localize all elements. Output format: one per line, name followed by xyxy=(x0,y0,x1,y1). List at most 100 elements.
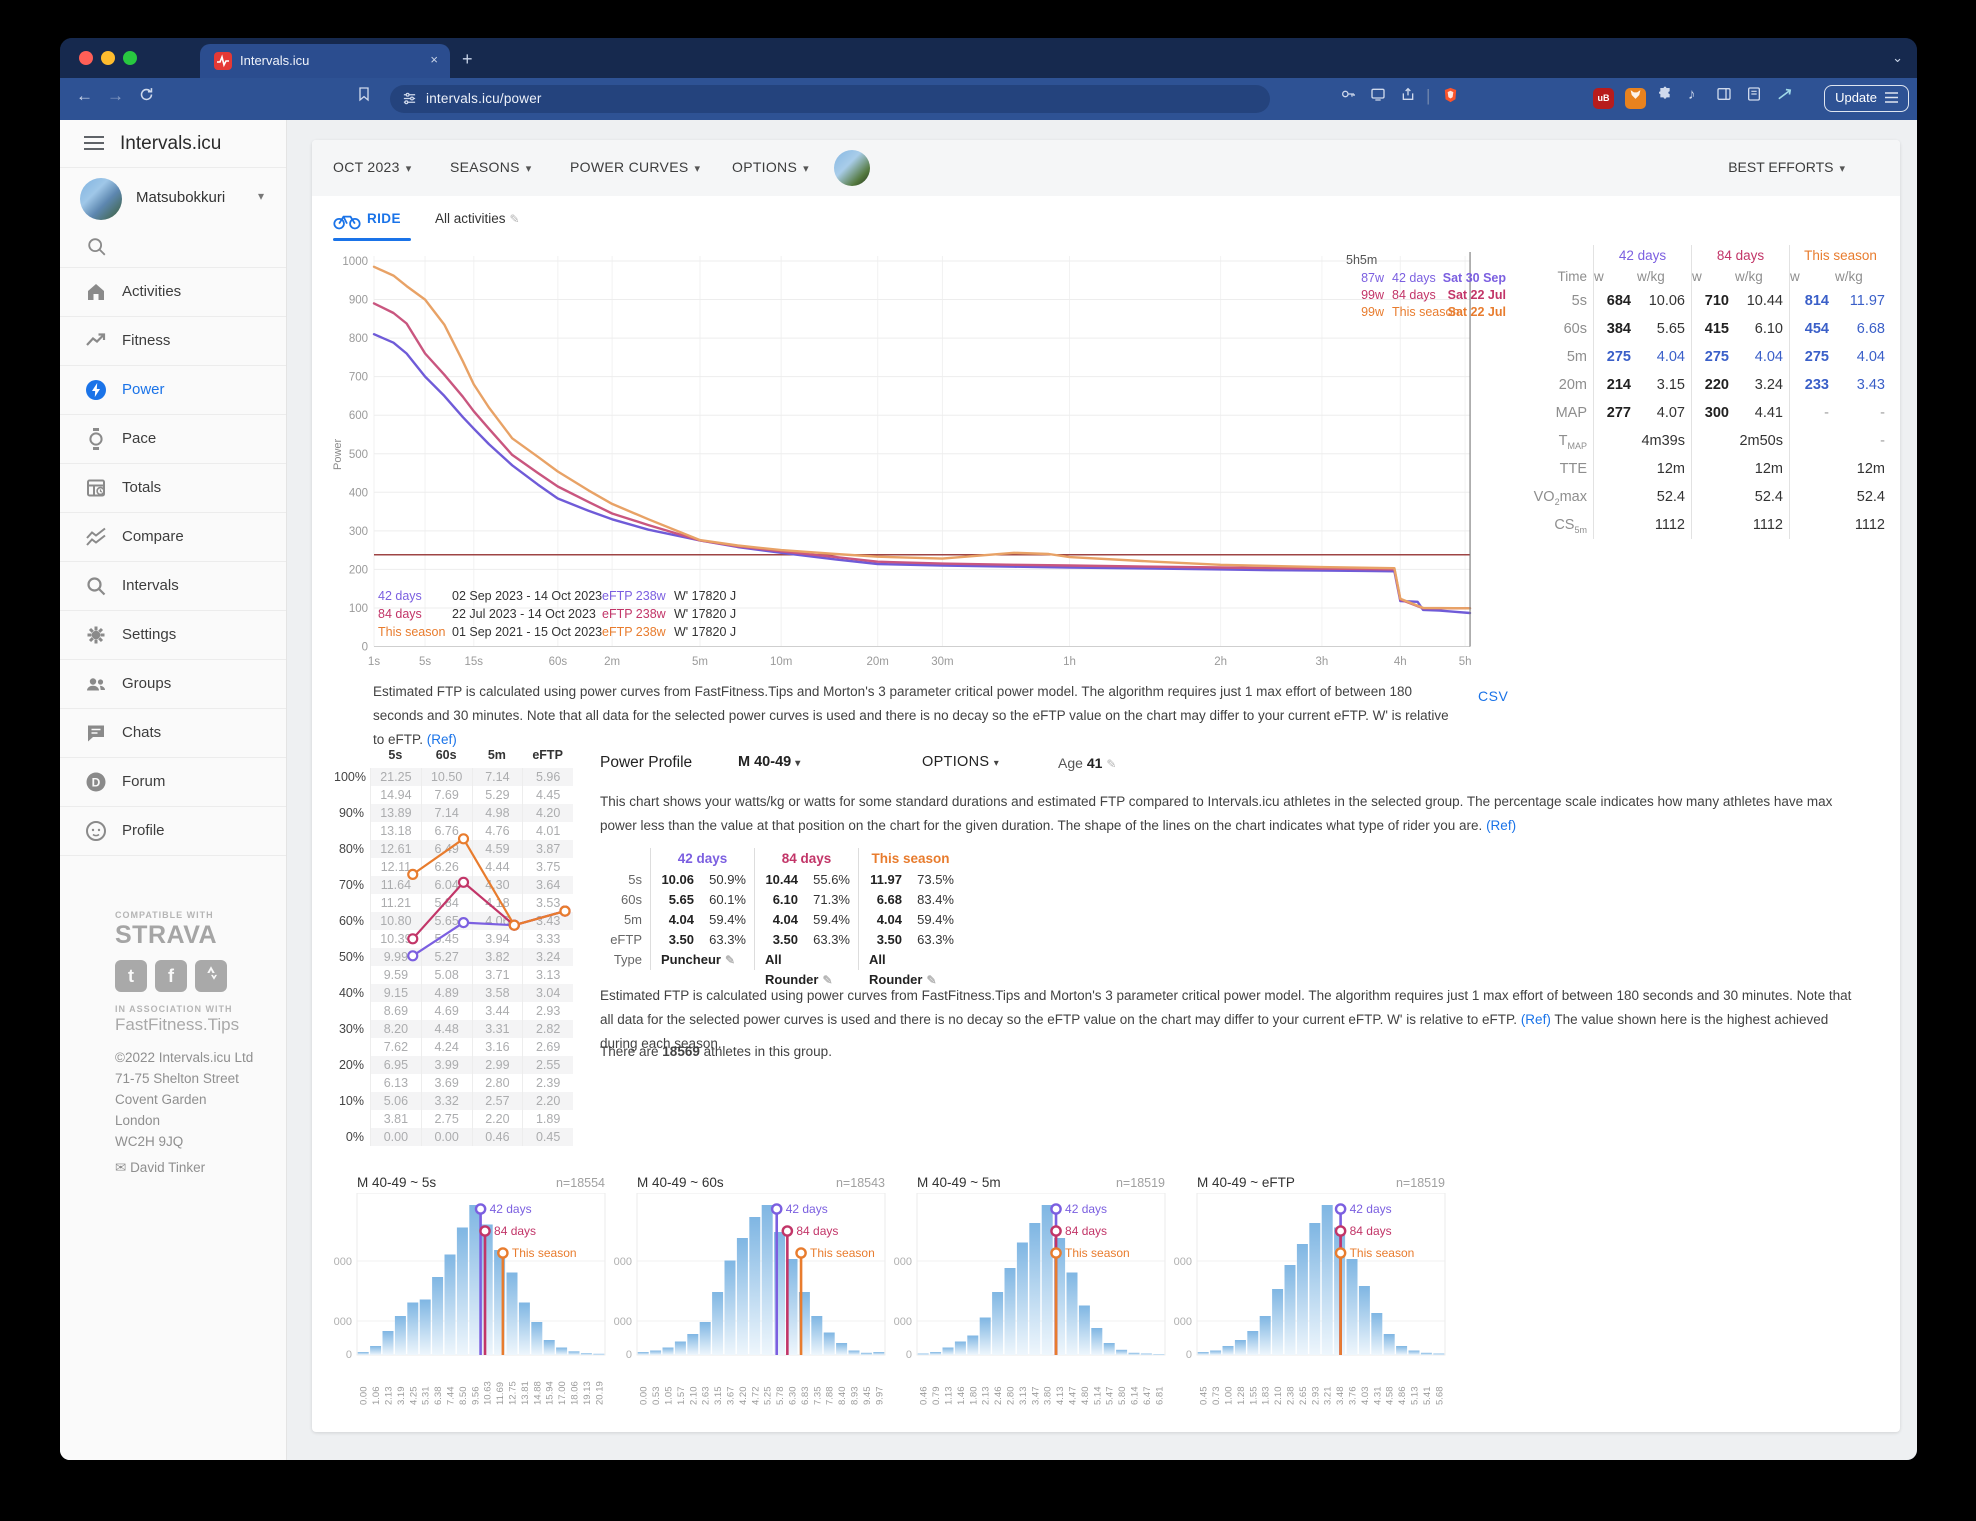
pp-value: 4.69 xyxy=(421,1002,472,1020)
profile-options-menu[interactable]: OPTIONS ▾ xyxy=(922,754,999,770)
svg-text:9.56: 9.56 xyxy=(470,1387,481,1406)
sidebar-item-totals[interactable]: Totals xyxy=(60,464,286,513)
stats-cell xyxy=(1789,511,1835,539)
new-tab-button[interactable]: + xyxy=(462,50,473,68)
pp-value: 3.24 xyxy=(522,948,573,966)
menu-seasons[interactable]: SEASONS▾ xyxy=(450,159,532,175)
power-curve-chart[interactable]: 01002003004005006007008009001000Power1s5… xyxy=(330,240,1530,676)
sidebar-item-forum[interactable]: DForum xyxy=(60,758,286,807)
twitter-icon[interactable]: t xyxy=(115,960,147,992)
stats-cell xyxy=(1593,455,1637,483)
browser-tab[interactable]: Intervals.icu × xyxy=(200,44,450,78)
menu-date-range[interactable]: OCT 2023▾ xyxy=(333,159,412,175)
pp-value: 12.11 xyxy=(370,858,421,876)
svg-text:1.00: 1.00 xyxy=(1224,1387,1235,1406)
edit-pencil-icon[interactable]: ✎ xyxy=(725,953,735,967)
svg-text:4.58: 4.58 xyxy=(1385,1387,1396,1406)
pp-value: 4.76 xyxy=(472,822,523,840)
pp-percentile-label: 10% xyxy=(334,1092,364,1110)
stats-cell xyxy=(1593,511,1637,539)
compare-value: 6.68 xyxy=(858,890,910,910)
fox-extension-icon[interactable] xyxy=(1625,88,1646,109)
svg-text:1.28: 1.28 xyxy=(1236,1387,1247,1406)
menubar-avatar[interactable] xyxy=(834,150,870,186)
sidebar-item-fitness[interactable]: Fitness xyxy=(60,317,286,366)
sidebar-item-groups[interactable]: Groups xyxy=(60,660,286,709)
tab-search-chevron-icon[interactable]: ⌄ xyxy=(1892,50,1903,66)
age-field[interactable]: Age 41✎ xyxy=(1058,755,1116,771)
facebook-icon[interactable]: f xyxy=(155,960,187,992)
workspace-spark-icon[interactable] xyxy=(1776,86,1793,108)
stats-cell: 10.44 xyxy=(1735,287,1789,315)
tab-close-icon[interactable]: × xyxy=(430,52,438,67)
close-window-button[interactable] xyxy=(79,51,93,65)
sidebar-item-settings[interactable]: Settings xyxy=(60,611,286,660)
chat-icon xyxy=(84,721,108,745)
sidebar-item-power[interactable]: Power xyxy=(60,366,286,415)
strava-icon[interactable] xyxy=(195,960,227,992)
menu-options[interactable]: OPTIONS▾ xyxy=(732,159,809,175)
ublock-extension-icon[interactable]: uB xyxy=(1593,88,1614,109)
svg-text:This season: This season xyxy=(378,625,445,639)
update-button[interactable]: Update xyxy=(1824,85,1909,112)
svg-text:4.47: 4.47 xyxy=(1068,1387,1079,1406)
best-efforts-table: 42 days84 daysThis seasonTimeww/kgww/kgw… xyxy=(1531,245,1891,539)
edit-pencil-icon[interactable]: ✎ xyxy=(510,212,520,226)
zoom-window-button[interactable] xyxy=(123,51,137,65)
bookmark-icon[interactable] xyxy=(356,86,372,107)
svg-text:13.81: 13.81 xyxy=(520,1381,531,1405)
menu-power-curves[interactable]: POWER CURVES▾ xyxy=(570,159,700,175)
compare-percentile: 59.4% xyxy=(806,910,858,930)
svg-text:2.65: 2.65 xyxy=(1298,1387,1309,1406)
brave-shield-icon[interactable] xyxy=(1442,86,1459,109)
sidebar-panel-icon[interactable] xyxy=(1716,86,1732,107)
contact-link[interactable]: ✉ David Tinker xyxy=(115,1160,285,1176)
avatar[interactable] xyxy=(80,178,122,220)
csv-link[interactable]: CSV xyxy=(1478,688,1508,704)
music-note-icon[interactable]: ♪ xyxy=(1688,86,1696,103)
forward-button[interactable]: → xyxy=(107,86,124,106)
copyright: ©2022 Intervals.icu Ltd xyxy=(115,1047,285,1068)
sidebar-item-activities[interactable]: Activities xyxy=(60,268,286,317)
url-bar[interactable]: intervals.icu/power xyxy=(390,85,1270,113)
sidebar-item-label: Profile xyxy=(122,822,165,839)
site-settings-icon[interactable] xyxy=(402,91,417,111)
ref-link[interactable]: (Ref) xyxy=(1521,1012,1551,1027)
svg-text:12.75: 12.75 xyxy=(508,1381,519,1405)
sidebar-item-chats[interactable]: Chats xyxy=(60,709,286,758)
histogram-title: M 40-49 ~ 5s xyxy=(357,1175,436,1190)
cast-icon[interactable] xyxy=(1370,86,1386,107)
pp-value: 6.26 xyxy=(421,858,472,876)
sidebar-item-pace[interactable]: Pace xyxy=(60,415,286,464)
sidebar-search[interactable] xyxy=(60,230,286,268)
pp-row: 14.947.695.294.45 xyxy=(334,786,573,804)
svg-text:6.38: 6.38 xyxy=(433,1387,444,1406)
group-select[interactable]: M 40-49 ▾ xyxy=(738,754,800,770)
people-icon xyxy=(84,672,108,696)
minimize-window-button[interactable] xyxy=(101,51,115,65)
svg-text:8.50: 8.50 xyxy=(458,1387,469,1406)
back-button[interactable]: ← xyxy=(76,86,93,106)
extensions-puzzle-icon[interactable] xyxy=(1657,86,1673,107)
svg-text:600: 600 xyxy=(349,410,368,422)
best-efforts-menu[interactable]: BEST EFFORTS▾ xyxy=(1728,159,1845,175)
sidebar-item-intervals[interactable]: Intervals xyxy=(60,562,286,611)
strava-logo[interactable]: STRAVA xyxy=(115,921,285,950)
hamburger-icon[interactable] xyxy=(84,135,104,156)
tab-all-activities[interactable]: All activities✎ xyxy=(435,211,520,226)
pp-value: 2.55 xyxy=(522,1056,573,1074)
user-row[interactable]: Matsubokkuri ▾ xyxy=(60,168,286,230)
pp-value: 8.69 xyxy=(370,1002,421,1020)
reload-button[interactable] xyxy=(138,86,155,108)
key-icon[interactable] xyxy=(1340,86,1356,107)
tab-ride[interactable]: RIDE xyxy=(333,204,411,240)
share-icon[interactable] xyxy=(1400,86,1416,107)
ref-link[interactable]: (Ref) xyxy=(427,732,457,747)
menu-hamburger-icon[interactable] xyxy=(1885,87,1898,111)
reading-list-icon[interactable] xyxy=(1746,86,1762,107)
svg-text:17.00: 17.00 xyxy=(557,1381,568,1405)
ref-link[interactable]: (Ref) xyxy=(1486,818,1516,833)
fastfitness-link[interactable]: FastFitness.Tips xyxy=(115,1015,285,1035)
sidebar-item-compare[interactable]: Compare xyxy=(60,513,286,562)
sidebar-item-profile[interactable]: Profile xyxy=(60,807,286,856)
